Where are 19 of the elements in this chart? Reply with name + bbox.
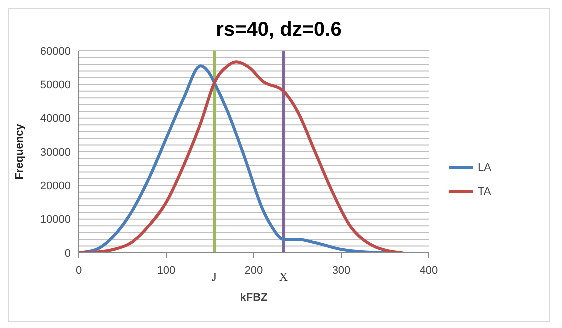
ref-line-label: X xyxy=(279,270,288,284)
x-axis-title: kFBZ xyxy=(240,292,268,304)
y-tick-label: 50000 xyxy=(40,80,71,92)
x-tick-label: 0 xyxy=(76,264,82,277)
y-tick-label: 10000 xyxy=(40,214,71,226)
legend-label: LA xyxy=(478,162,492,174)
x-tick-label: 200 xyxy=(244,264,264,277)
y-tick-label: 30000 xyxy=(40,146,71,159)
chart-title: rs=40, dz=0.6 xyxy=(215,19,343,43)
legend-label: TA xyxy=(478,186,492,198)
y-tick-label: 20000 xyxy=(40,180,71,193)
x-tick-label: 400 xyxy=(420,264,438,277)
x-tick-label: 100 xyxy=(157,264,176,277)
y-axis-title: Frequency xyxy=(14,123,26,180)
y-tick-label: 40000 xyxy=(40,113,71,126)
x-tick-label: 300 xyxy=(332,264,351,277)
y-tick-label: 0 xyxy=(64,248,71,260)
y-tick-label: 60000 xyxy=(40,46,71,58)
ref-line-label: J xyxy=(212,270,218,284)
